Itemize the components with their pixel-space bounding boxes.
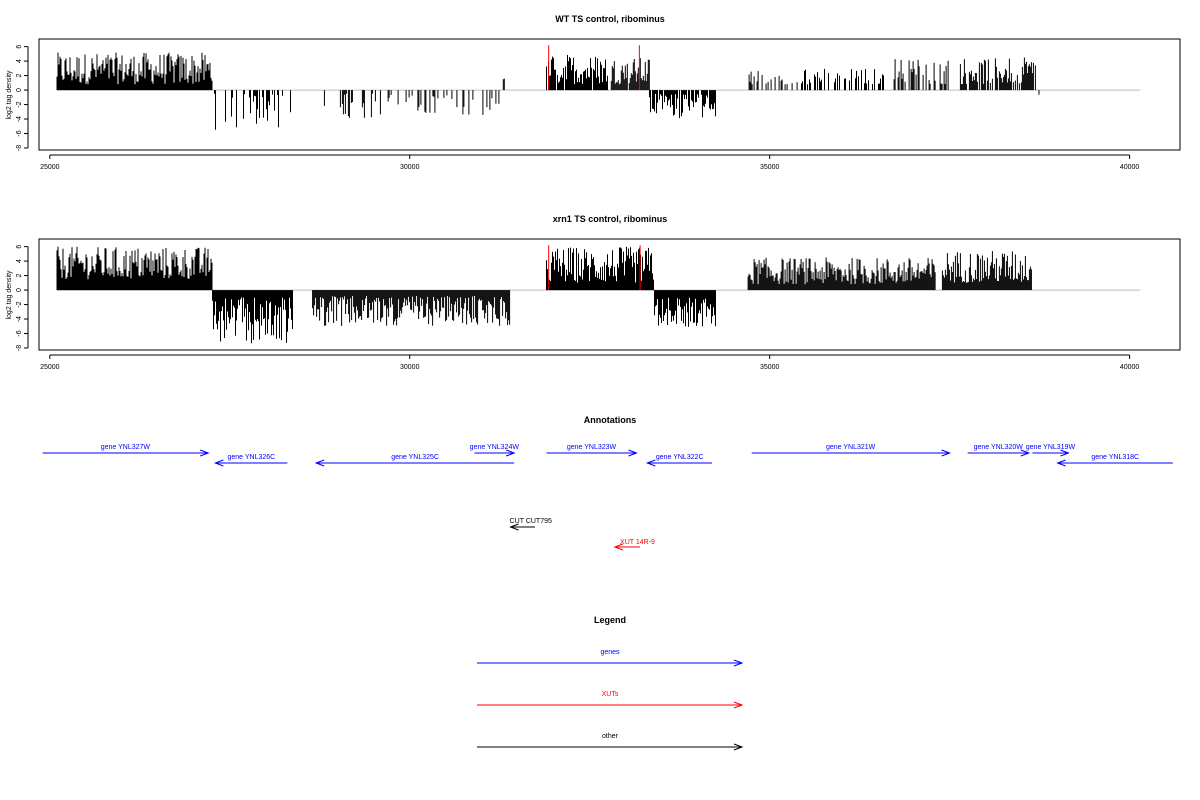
legend-item-xuts: XUTs [477,691,744,709]
y-tick-label: -6 [16,130,23,136]
legend-item-other: other [477,733,744,751]
gene-label: gene YNL327W [101,444,151,451]
y-tick-label: 4 [16,59,23,63]
y-tick-label: 0 [16,288,23,292]
x-tick-label: 40000 [1120,364,1140,371]
y-tick-label: 2 [16,74,23,78]
gene-arrow: gene YNL322C [645,454,713,467]
xrn1-panel-title: xrn1 TS control, ribominus [553,214,668,224]
gene-arrow: gene YNL323W [546,444,638,457]
legend-label: genes [600,649,620,656]
wt-y-axis: 6 4 2 0 -2 -4 -6 -8 [16,45,29,151]
gene-label: gene YNL319W [1026,444,1076,451]
xrn1-x-axis: 25000 30000 35000 40000 [40,354,1140,371]
wt-density-panel: WT TS control, ribominus log2 tag densit… [6,14,1181,171]
y-tick-label: -4 [16,316,23,322]
xrn1-plot-frame [38,238,1181,351]
y-tick-label: 0 [16,88,23,92]
xut-arrow: XUT 14R-9 [613,539,655,551]
x-tick-label: 40000 [1120,164,1140,171]
y-tick-label: -2 [16,101,23,107]
y-tick-label: 6 [16,45,23,49]
gene-label: gene YNL325C [391,454,439,461]
gene-label: gene YNL318C [1091,454,1139,461]
y-tick-label: 2 [16,274,23,278]
wt-y-axis-label: log2 tag density [6,70,13,120]
y-tick-label: 6 [16,245,23,249]
cut-arrow: CUT CUT795 [509,518,552,531]
cut-label: CUT CUT795 [510,518,552,525]
gene-arrow: gene YNL320W [967,444,1031,457]
gene-label: gene YNL321W [826,444,876,451]
gene-arrow: gene YNL321W [751,444,952,457]
y-tick-label: -6 [16,330,23,336]
gene-arrow: gene YNL324W [470,444,520,457]
x-tick-label: 25000 [40,164,60,171]
gene-arrow: gene YNL325C [314,454,515,467]
legend: Legend genes XUTs other [477,615,744,751]
xrn1-y-axis-label: log2 tag density [6,270,13,320]
annotation-features: gene YNL327W gene YNL326C gene YNL325C gene… [42,444,1173,551]
y-tick-label: 4 [16,259,23,263]
wt-plot-frame [38,38,1181,151]
wt-panel-title: WT TS control, ribominus [555,14,665,24]
x-tick-label: 30000 [400,364,420,371]
y-tick-label: -4 [16,116,23,122]
gene-label: gene YNL320W [974,444,1024,451]
gene-arrow: gene YNL319W [1026,444,1076,457]
xrn1-y-axis: 6 4 2 0 -2 -4 -6 -8 [16,245,29,351]
y-tick-label: -2 [16,301,23,307]
legend-items: genes XUTs other [477,649,744,751]
gene-arrow: gene YNL327W [42,444,210,457]
wt-x-axis: 25000 30000 35000 40000 [40,154,1140,171]
legend-label: other [602,733,619,740]
legend-title: Legend [594,615,626,625]
gene-arrow: gene YNL318C [1056,454,1173,467]
xut-label: XUT 14R-9 [620,539,655,546]
y-tick-label: -8 [16,345,23,351]
legend-item-genes: genes [477,649,744,667]
gene-label: gene YNL322C [656,454,704,461]
wt-bars [56,45,1141,130]
x-tick-label: 30000 [400,164,420,171]
xrn1-density-panel: xrn1 TS control, ribominus log2 tag dens… [6,214,1181,371]
annotations-title: Annotations [584,415,637,425]
gene-arrow: gene YNL326C [213,454,288,467]
x-tick-label: 35000 [760,164,780,171]
xrn1-bars [56,245,1141,344]
gene-label: gene YNL324W [470,444,520,451]
y-tick-label: -8 [16,145,23,151]
x-tick-label: 25000 [40,364,60,371]
legend-label: XUTs [602,691,619,698]
gene-label: gene YNL326C [227,454,275,461]
x-tick-label: 35000 [760,364,780,371]
gene-label: gene YNL323W [567,444,617,451]
